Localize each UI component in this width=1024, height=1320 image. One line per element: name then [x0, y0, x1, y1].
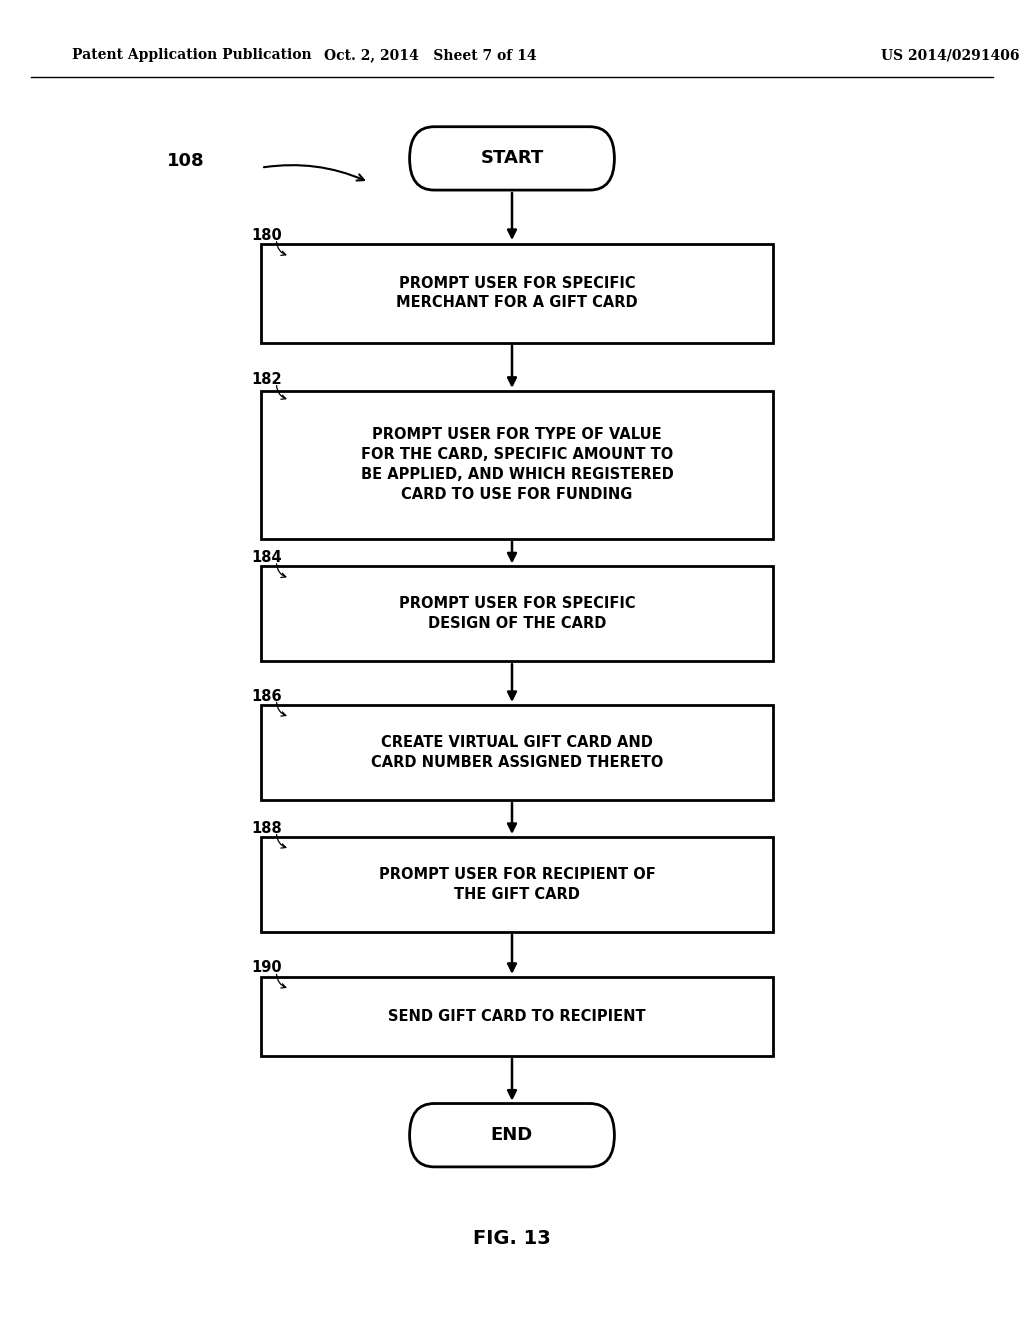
Text: PROMPT USER FOR RECIPIENT OF
THE GIFT CARD: PROMPT USER FOR RECIPIENT OF THE GIFT CA…	[379, 867, 655, 902]
Text: Oct. 2, 2014   Sheet 7 of 14: Oct. 2, 2014 Sheet 7 of 14	[324, 49, 537, 62]
Text: CREATE VIRTUAL GIFT CARD AND
CARD NUMBER ASSIGNED THERETO: CREATE VIRTUAL GIFT CARD AND CARD NUMBER…	[371, 735, 664, 770]
Text: 190: 190	[251, 961, 282, 975]
Text: US 2014/0291406 A1: US 2014/0291406 A1	[881, 49, 1024, 62]
FancyBboxPatch shape	[410, 127, 614, 190]
Text: PROMPT USER FOR SPECIFIC
DESIGN OF THE CARD: PROMPT USER FOR SPECIFIC DESIGN OF THE C…	[398, 597, 636, 631]
Text: START: START	[480, 149, 544, 168]
Text: 180: 180	[251, 228, 282, 243]
Bar	[261, 243, 773, 342]
Text: 186: 186	[251, 689, 282, 704]
Text: 182: 182	[251, 372, 282, 387]
Bar	[261, 837, 773, 932]
Text: PROMPT USER FOR SPECIFIC
MERCHANT FOR A GIFT CARD: PROMPT USER FOR SPECIFIC MERCHANT FOR A …	[396, 276, 638, 310]
Bar	[261, 705, 773, 800]
Text: SEND GIFT CARD TO RECIPIENT: SEND GIFT CARD TO RECIPIENT	[388, 1008, 646, 1024]
Text: 188: 188	[251, 821, 282, 836]
Bar	[261, 977, 773, 1056]
Text: 108: 108	[167, 152, 205, 170]
Text: END: END	[490, 1126, 534, 1144]
Text: 184: 184	[251, 550, 282, 565]
Text: FIG. 13: FIG. 13	[473, 1229, 551, 1247]
Text: PROMPT USER FOR TYPE OF VALUE
FOR THE CARD, SPECIFIC AMOUNT TO
BE APPLIED, AND W: PROMPT USER FOR TYPE OF VALUE FOR THE CA…	[360, 428, 674, 502]
Text: Patent Application Publication: Patent Application Publication	[72, 49, 311, 62]
FancyBboxPatch shape	[410, 1104, 614, 1167]
Bar	[261, 566, 773, 661]
Bar	[261, 391, 773, 539]
